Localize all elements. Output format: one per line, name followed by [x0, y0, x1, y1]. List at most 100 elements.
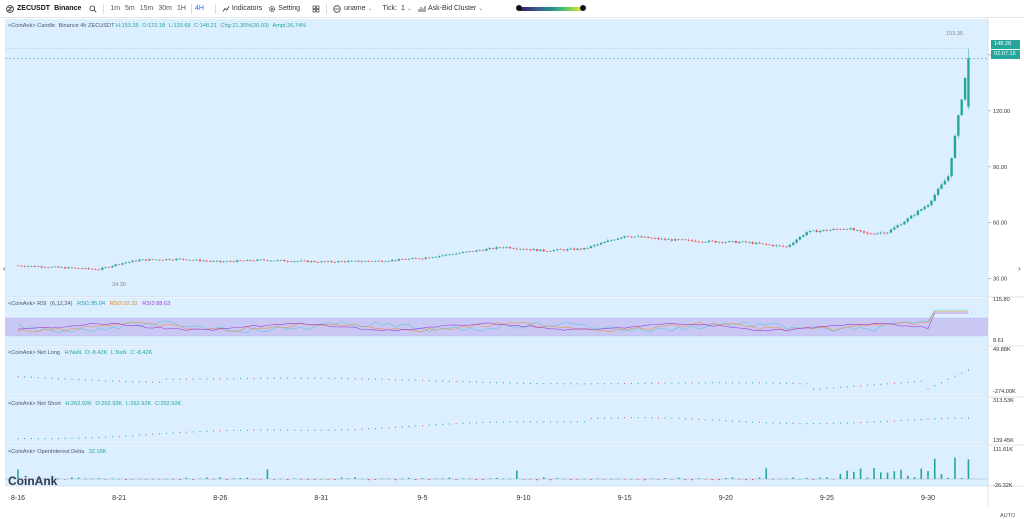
oi-bar [307, 479, 309, 480]
net-long-mark [711, 382, 713, 384]
candle-body [866, 232, 869, 234]
candle-legend: <CoinAnk> Candle Binance 4h ZECUSDT H:15… [8, 23, 306, 29]
net-short-mark [287, 429, 289, 431]
x-tick-label-8-16: 8-16 [11, 495, 25, 502]
net-short-mark [610, 417, 612, 419]
net-short-mark [806, 422, 808, 425]
chevron-down-icon: ⌄ [367, 6, 373, 12]
layout-grid-icon[interactable] [312, 5, 320, 13]
oi-bar [84, 478, 87, 480]
candle-body [593, 245, 596, 247]
net-long-pane-bg [5, 347, 988, 397]
user-menu[interactable]: uname ⌄ [333, 4, 373, 13]
candle-body [107, 267, 111, 268]
search-icon[interactable] [89, 4, 97, 13]
oi-bar [677, 477, 680, 479]
oi-bar [441, 478, 444, 480]
net-long-mark [145, 381, 147, 383]
candle-body [235, 260, 239, 262]
candle-body [903, 221, 906, 225]
tf-4h[interactable]: 4H [194, 5, 204, 12]
net-short-mark [98, 436, 100, 439]
oi-bar [745, 479, 747, 481]
tf-1h[interactable]: 1H [177, 5, 186, 12]
oi-bar [778, 478, 781, 480]
net-short-mark [37, 438, 39, 440]
candle-body [869, 233, 872, 235]
oi-bar [542, 477, 545, 479]
net-short-mark [617, 417, 619, 419]
oi-bar [569, 479, 572, 480]
candle-body [556, 249, 559, 251]
candle-body [367, 261, 370, 262]
oi-bar [455, 479, 457, 480]
candle-body [758, 242, 761, 244]
net-short-mark [17, 438, 19, 440]
net-long-mark [907, 381, 909, 383]
tf-30m[interactable]: 30m [158, 5, 173, 12]
candle-body [303, 260, 306, 262]
oi-bar [475, 479, 478, 481]
candle-body [411, 258, 414, 259]
candle-body [741, 241, 744, 243]
net-long-mark [887, 383, 889, 385]
tick-selector[interactable]: Tick: 1 ⌄ [383, 5, 412, 12]
net-long-mark [159, 381, 161, 383]
net-short-mark [826, 422, 828, 425]
oi-bar [819, 477, 821, 479]
auto-scale-button[interactable]: AUTO [1000, 513, 1016, 519]
candle-body [374, 260, 377, 262]
heatmap-range-slider[interactable] [516, 5, 587, 11]
candle-body [738, 242, 741, 243]
oi-bar [421, 478, 424, 479]
candle-body [256, 259, 259, 261]
candle-body [401, 259, 404, 260]
indicators-button[interactable]: Indicators [222, 5, 262, 13]
net-long-mark [631, 382, 632, 385]
net-long-mark [684, 382, 686, 384]
candle-body [714, 241, 717, 243]
net-long-axis-max: 49.88K [993, 347, 1011, 353]
oi-bar [960, 477, 963, 479]
net-short-mark [179, 431, 181, 434]
net-long-mark [138, 381, 140, 383]
candle-body [33, 266, 37, 267]
separator [214, 3, 216, 14]
candle-body [397, 259, 401, 261]
oi-bar [522, 478, 525, 480]
candle-body [694, 240, 697, 242]
candle-body [114, 264, 117, 267]
candle-body [471, 251, 475, 252]
net-short-mark [583, 421, 585, 423]
net-short-mark [563, 421, 565, 423]
net-short-mark [833, 422, 835, 424]
net-long-mark [118, 380, 120, 382]
tf-5m[interactable]: 5m [125, 5, 135, 12]
candle-body [468, 251, 471, 252]
tf-1m[interactable]: 1m [110, 5, 121, 12]
candle-body [286, 261, 289, 262]
cluster-selector[interactable]: Ask-Bid Cluster ⌄ [418, 5, 483, 13]
tf-15m[interactable]: 15m [139, 5, 154, 12]
net-short-mark [449, 423, 450, 425]
oi-bar [718, 479, 720, 481]
net-short-mark [71, 437, 73, 439]
scroll-right-arrow[interactable]: › [1018, 264, 1021, 273]
oi-bar [178, 479, 181, 480]
oi-bar [906, 475, 909, 479]
net-short-mark [738, 420, 740, 423]
candle-body [502, 247, 505, 249]
symbol-selector[interactable]: ZECUSDT Binance [6, 4, 81, 13]
candle-body [101, 267, 104, 270]
scroll-left-arrow[interactable]: ‹ [3, 264, 6, 273]
candle-body [701, 241, 704, 243]
setting-button[interactable]: Setting [268, 5, 300, 13]
candle-body [57, 266, 60, 268]
oi-bar [462, 478, 464, 480]
net-long-mark [58, 378, 59, 380]
candle-body [670, 239, 674, 241]
candle-body [458, 253, 461, 254]
candle-body [936, 188, 940, 195]
candle-body [785, 246, 788, 248]
candle-body [340, 261, 343, 262]
